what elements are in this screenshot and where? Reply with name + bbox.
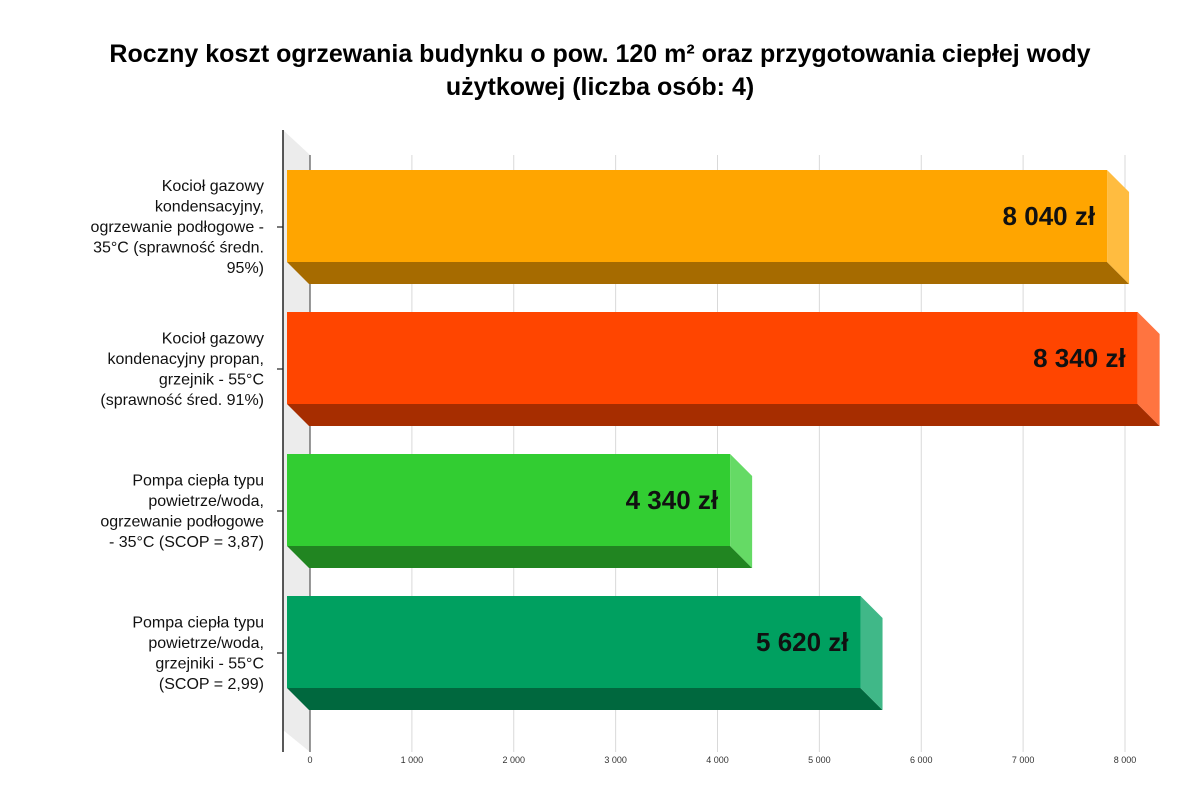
bar-2: 8 340 zł — [287, 312, 1160, 426]
bar-3: 4 340 zł — [287, 454, 753, 568]
tick-label: 2 000 — [502, 755, 525, 765]
bar-bottom-face — [287, 404, 1160, 426]
category-label-line: Pompa ciepła typu — [132, 472, 264, 489]
bar-4: 5 620 zł — [287, 596, 883, 710]
category-label-line: kondenacyjny propan, — [107, 351, 264, 368]
bar-value-label: 5 620 zł — [756, 627, 849, 657]
category-label-line: grzejniki - 55°C — [155, 655, 264, 672]
tick-label: 0 — [307, 755, 312, 765]
tick-label: 4 000 — [706, 755, 729, 765]
tick-label: 5 000 — [808, 755, 831, 765]
bar-end-face — [860, 596, 883, 710]
chart-title-line-1: Roczny koszt ogrzewania budynku o pow. 1… — [109, 40, 1091, 68]
category-label-1: Kocioł gazowy kondensacyjny, ogrzewanie po… — [91, 178, 283, 277]
category-label-line: (SCOP = 2,99) — [159, 676, 264, 693]
category-label-line: 95%) — [227, 260, 264, 277]
bar-front-face — [287, 312, 1138, 404]
bar-bottom-face — [287, 546, 753, 568]
category-label-line: kondensacyjny, — [155, 199, 264, 216]
category-label-line: 35°C (sprawność średn. — [93, 240, 264, 257]
bar-front-face — [287, 596, 861, 688]
category-label-4: Pompa ciepła typu powietrze/woda, grzejnik… — [132, 614, 283, 693]
category-label-line: Kocioł gazowy — [162, 178, 264, 195]
value-axis: 0 1 000 2 000 3 000 4 000 5 000 6 000 7 000 8 00… — [307, 755, 1136, 765]
bar-front-face — [287, 454, 731, 546]
category-label-line: - 35°C (SCOP = 3,87) — [109, 534, 264, 551]
tick-label: 8 000 — [1114, 755, 1137, 765]
bar-bottom-face — [287, 688, 883, 710]
bar-value-label: 4 340 zł — [626, 485, 719, 515]
bar-bottom-face — [287, 262, 1130, 284]
category-label-line: ogrzewanie podłogowe - — [91, 219, 264, 236]
category-label-line: Kocioł gazowy — [162, 330, 264, 347]
bar-1: 8 040 zł — [287, 170, 1130, 284]
category-label-line: (sprawność śred. 91%) — [100, 392, 264, 409]
category-label-line: Pompa ciepła typu — [132, 614, 264, 631]
bar-value-label: 8 340 zł — [1033, 343, 1126, 373]
category-label-line: grzejnik - 55°C — [159, 371, 264, 388]
bars: 8 040 zł 8 340 zł 4 340 zł 5 620 zł — [287, 170, 1160, 710]
tick-label: 3 000 — [604, 755, 627, 765]
category-label-3: Pompa ciepła typu powietrze/woda, ogrzewan… — [100, 472, 283, 551]
bar-end-face — [730, 454, 753, 568]
category-axis: Kocioł gazowy kondensacyjny, ogrzewanie po… — [91, 130, 284, 752]
category-label-line: powietrze/woda, — [148, 635, 264, 652]
category-label-line: powietrze/woda, — [148, 493, 264, 510]
chart-title-line-2: użytkowej (liczba osób: 4) — [445, 73, 755, 101]
bar-end-face — [1107, 170, 1130, 284]
tick-label: 1 000 — [401, 755, 424, 765]
chart-title: Roczny koszt ogrzewania budynku o pow. 1… — [0, 38, 1200, 104]
bar-front-face — [287, 170, 1108, 262]
tick-label: 6 000 — [910, 755, 933, 765]
bar-end-face — [1137, 312, 1160, 426]
category-label-2: Kocioł gazowy kondenacyjny propan, grzejni… — [100, 330, 283, 409]
tick-label: 7 000 — [1012, 755, 1035, 765]
category-label-line: ogrzewanie podłogowe — [100, 513, 264, 530]
bar-value-label: 8 040 zł — [1003, 201, 1096, 231]
